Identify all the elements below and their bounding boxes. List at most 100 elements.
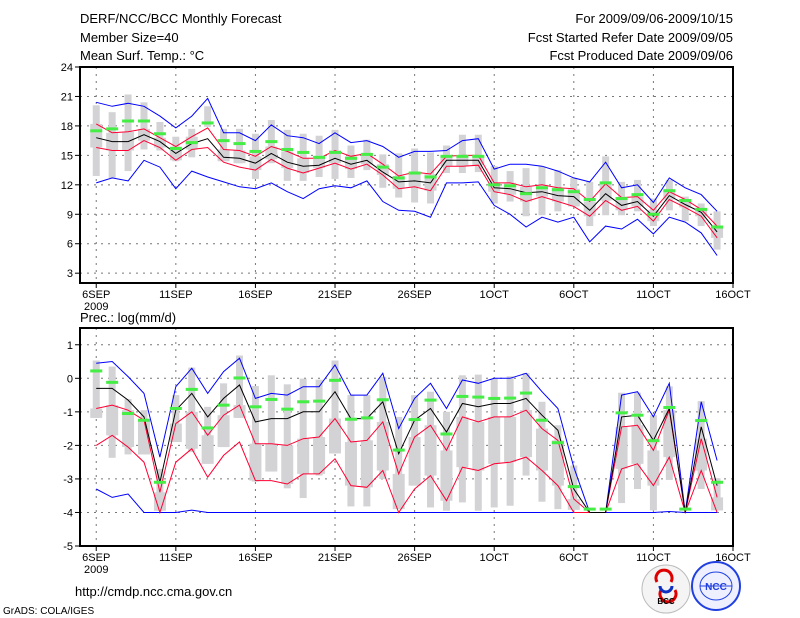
y-tick-label: 3 xyxy=(67,268,73,280)
spread-box xyxy=(201,435,214,464)
spread-bar xyxy=(283,384,291,489)
observed-mark xyxy=(233,142,246,146)
spread-bar xyxy=(204,106,212,127)
observed-mark xyxy=(185,141,198,145)
series-line-lower xyxy=(96,140,718,239)
x-tick-label: 6SEP xyxy=(82,552,110,564)
observed-mark xyxy=(440,154,453,158)
spread-box xyxy=(520,410,533,458)
observed-mark xyxy=(392,176,405,180)
spread-bar xyxy=(267,375,275,472)
spread-bar xyxy=(299,133,307,181)
observed-mark xyxy=(281,407,294,411)
spread-box xyxy=(408,437,421,486)
spread-box xyxy=(392,473,405,510)
observed-mark xyxy=(631,193,644,197)
x-tick-label: 11OCT xyxy=(636,552,671,564)
spread-box xyxy=(440,156,453,167)
spread-box xyxy=(233,150,246,164)
observed-mark xyxy=(153,480,166,484)
x-tick-label: 26SEP xyxy=(397,289,431,301)
started-date: Fcst Started Refer Date 2009/09/05 xyxy=(528,30,733,45)
spread-box xyxy=(153,137,166,148)
observed-mark xyxy=(344,417,357,421)
spread-box xyxy=(233,405,246,418)
observed-mark xyxy=(551,441,564,445)
spread-box xyxy=(424,425,437,476)
spread-box xyxy=(297,158,310,174)
y-tick-label: 6 xyxy=(67,239,73,251)
spread-box xyxy=(185,411,198,449)
spread-box xyxy=(360,440,373,488)
spread-bar xyxy=(681,196,689,222)
series-line-mean xyxy=(96,384,718,513)
observed-mark xyxy=(265,140,278,144)
x-tick-label: 6OCT xyxy=(559,552,589,564)
series-line-max xyxy=(96,97,718,212)
observed-mark xyxy=(488,396,501,400)
observed-mark xyxy=(344,156,357,160)
x-tick-year: 2009 xyxy=(84,301,108,313)
spread-bar xyxy=(236,355,244,418)
observed-mark xyxy=(281,147,294,151)
observed-mark xyxy=(695,207,708,211)
observed-mark xyxy=(663,189,676,193)
spread-box xyxy=(679,199,692,208)
spread-bar xyxy=(172,395,180,443)
source-url[interactable]: http://cmdp.ncc.cma.gov.cn xyxy=(75,584,232,599)
observed-mark xyxy=(472,154,485,158)
spread-bar xyxy=(458,134,466,174)
spread-box xyxy=(313,158,326,169)
observed-mark xyxy=(631,413,644,417)
bcc-logo-text: BCC xyxy=(657,597,675,606)
y-tick-label: 24 xyxy=(61,62,73,74)
x-tick-year: 2009 xyxy=(84,564,108,576)
observed-mark xyxy=(122,412,135,416)
observed-mark xyxy=(583,507,596,511)
x-tick-label: 6OCT xyxy=(559,289,589,301)
observed-mark xyxy=(329,378,342,382)
spread-box xyxy=(376,164,389,175)
y-tick-label: -3 xyxy=(63,474,73,486)
observed-mark xyxy=(249,405,262,409)
x-tick-label: 16SEP xyxy=(238,289,272,301)
y-tick-label: 12 xyxy=(61,180,73,192)
observed-mark xyxy=(249,149,262,153)
observed-mark xyxy=(567,485,580,489)
spread-box xyxy=(488,416,501,464)
y-tick-label: 18 xyxy=(61,121,73,133)
observed-mark xyxy=(297,150,310,154)
x-tick-label: 16OCT xyxy=(715,289,751,301)
x-tick-label: 16OCT xyxy=(715,552,751,564)
y-tick-label: 0 xyxy=(67,373,73,385)
spread-box xyxy=(567,499,580,510)
spread-bar xyxy=(395,416,403,510)
bcc-logo: BCC xyxy=(641,564,691,614)
spread-box xyxy=(281,445,294,484)
ncc-logo-text: NCC xyxy=(705,582,727,593)
observed-mark xyxy=(106,380,119,384)
spread-box xyxy=(472,421,485,471)
forecast-period: For 2009/09/06-2009/10/15 xyxy=(575,11,733,26)
spread-box xyxy=(153,492,166,511)
y-tick-label: -4 xyxy=(63,507,73,519)
y-tick-label: -5 xyxy=(63,541,73,553)
spread-box xyxy=(281,151,294,169)
observed-mark xyxy=(583,198,596,202)
observed-mark xyxy=(265,397,278,401)
spread-box xyxy=(663,410,676,458)
precip-panel-title: Prec.: log(mm/d) xyxy=(80,310,176,325)
spread-box xyxy=(440,450,453,501)
y-tick-label: 1 xyxy=(67,340,73,352)
observed-mark xyxy=(313,399,326,403)
observed-mark xyxy=(137,418,150,422)
series-line-min xyxy=(95,488,718,513)
series-line-mean xyxy=(96,134,718,233)
spread-box xyxy=(376,421,389,471)
observed-mark xyxy=(535,186,548,190)
observed-mark xyxy=(535,418,548,422)
spread-box xyxy=(711,497,724,511)
observed-mark xyxy=(217,403,230,407)
